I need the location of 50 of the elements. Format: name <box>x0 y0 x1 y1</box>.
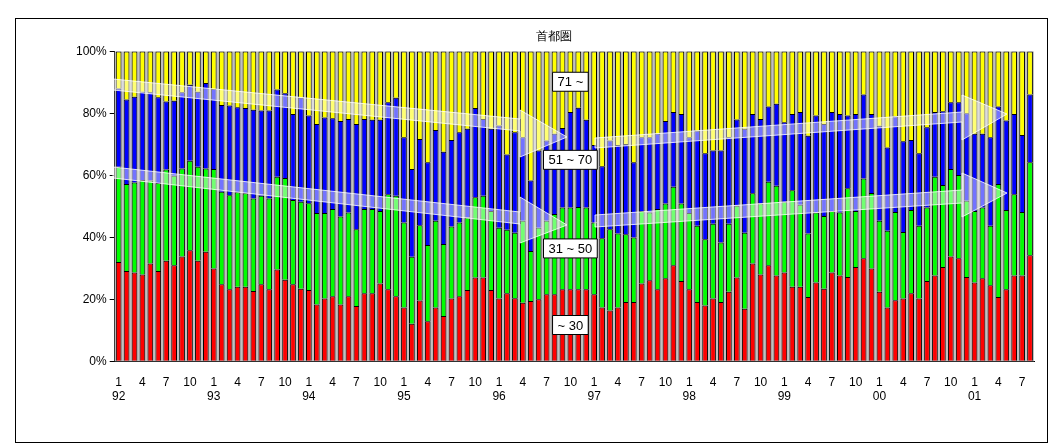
x-tick-label: 10 <box>373 374 388 389</box>
series-label: ~ 30 <box>557 317 584 333</box>
x-tick-label: 7 <box>353 374 361 389</box>
series-label: 51 ~ 70 <box>548 152 593 168</box>
x-tick-label: 10 <box>849 374 863 389</box>
x-tick-label: 7 <box>543 374 551 389</box>
x-tick-label: 7 <box>828 374 836 389</box>
x-tick-label: 1 96 <box>492 374 507 404</box>
x-tick-label: 1 93 <box>207 374 221 404</box>
x-tick-label: 1 98 <box>682 374 697 404</box>
chart-title: 首都圏 <box>535 28 572 43</box>
y-tick-label: 0% <box>89 353 108 368</box>
x-tick-label: 10 <box>183 374 197 389</box>
x-tick-label: 10 <box>468 374 483 389</box>
x-tick-label: 7 <box>733 374 741 389</box>
series-label: 71 ~ <box>557 74 584 90</box>
x-tick-label: 4 <box>899 374 907 389</box>
y-tick-label: 60% <box>82 167 108 182</box>
x-tick-label: 10 <box>944 374 958 389</box>
x-tick-label: 1 97 <box>587 374 602 404</box>
x-tick-label: 4 <box>234 374 242 389</box>
x-tick-label: 4 <box>424 374 432 389</box>
x-tick-label: 1 92 <box>111 374 126 404</box>
x-tick-label: 4 <box>994 374 1002 389</box>
y-tick-label: 20% <box>82 291 108 306</box>
x-tick-label: 10 <box>658 374 673 389</box>
x-tick-label: 10 <box>563 374 578 389</box>
x-tick-label: 7 <box>1018 374 1026 389</box>
x-tick-label: 1 94 <box>302 374 316 404</box>
x-tick-label: 1 99 <box>777 374 792 404</box>
x-tick-label: 7 <box>257 374 265 389</box>
x-tick-label: 1 01 <box>967 374 982 404</box>
y-tick-label: 80% <box>82 105 108 120</box>
x-tick-label: 7 <box>162 374 170 389</box>
y-tick-label: 40% <box>82 229 108 244</box>
x-tick-label: 4 <box>139 374 147 389</box>
x-tick-label: 10 <box>753 374 768 389</box>
x-tick-label: 4 <box>329 374 337 389</box>
x-tick-label: 4 <box>519 374 527 389</box>
x-tick-label: 1 00 <box>872 374 887 404</box>
x-tick-label: 10 <box>278 374 293 389</box>
x-tick-label: 7 <box>638 374 646 389</box>
series-label: 31 ~ 50 <box>548 241 593 257</box>
x-tick-label: 1 95 <box>397 374 411 404</box>
x-tick-label: 4 <box>709 374 717 389</box>
x-tick-label: 7 <box>448 374 456 389</box>
x-tick-label: 4 <box>614 374 622 389</box>
y-tick-label: 100% <box>75 43 108 58</box>
x-tick-label: 7 <box>923 374 931 389</box>
x-tick-label: 4 <box>804 374 812 389</box>
